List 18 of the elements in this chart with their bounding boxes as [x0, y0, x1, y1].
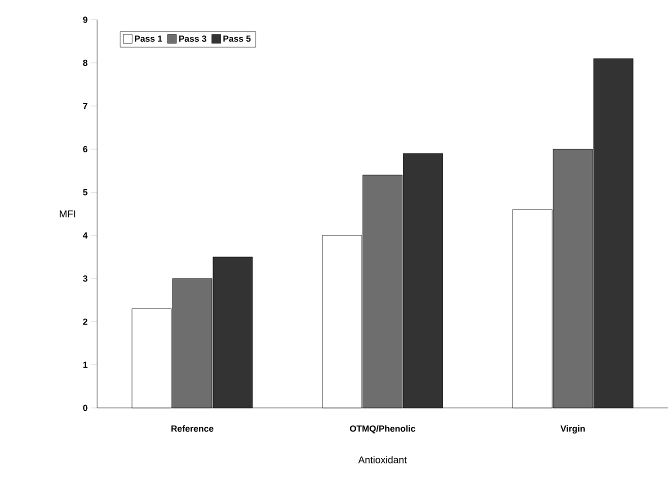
x-axis-title: Antioxidant: [358, 456, 407, 464]
legend-label: Pass 5: [223, 36, 251, 42]
y-tick-label: 6: [83, 146, 88, 152]
y-tick-label: 5: [83, 189, 88, 196]
y-tick-label: 0: [83, 404, 88, 412]
x-tick-label: Virgin: [560, 425, 585, 434]
y-tick-label: 1: [83, 362, 88, 368]
y-tick-label: 9: [83, 16, 88, 23]
y-tick-label: 2: [83, 318, 88, 325]
y-tick-label: 8: [83, 60, 88, 66]
x-tick-label: OTMQ/Phenolic: [350, 425, 416, 434]
y-tick-label: 3: [82, 275, 88, 282]
y-axis-title: MFI: [60, 210, 76, 218]
x-tick-label: Reference: [171, 425, 214, 432]
y-tick-label: 4: [82, 232, 88, 238]
y-tick-label: 7: [83, 103, 88, 110]
legend-label: Pass 1: [134, 36, 162, 42]
legend-label: Pass 3: [179, 36, 206, 42]
